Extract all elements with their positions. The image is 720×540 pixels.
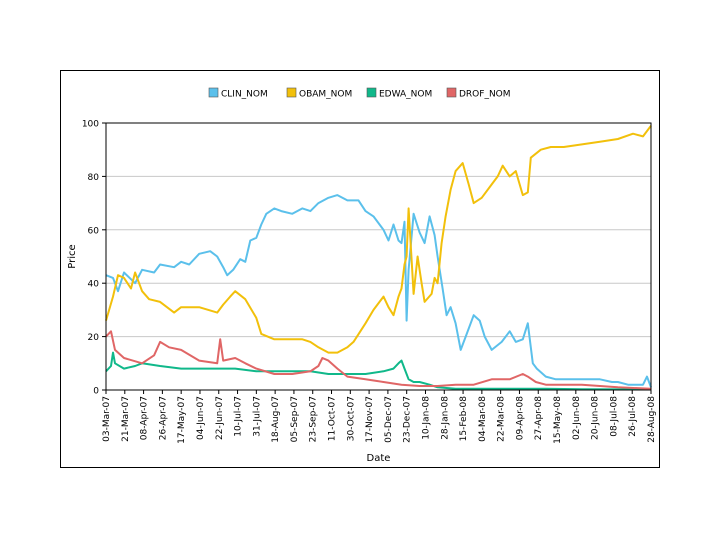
- x-tick-label: 08-Jul-08: [609, 396, 619, 437]
- x-tick-label: 20-Jun-08: [591, 396, 601, 440]
- x-tick-label: 21-Mar-07: [121, 396, 131, 442]
- series-line-edwa_nom: [105, 351, 652, 391]
- legend-swatch: [208, 87, 219, 98]
- x-tick-label: 08-Apr-07: [140, 396, 150, 440]
- series-line-obam_nom: [105, 125, 652, 354]
- y-tick-label: 0: [93, 387, 99, 397]
- plot-area-border: [105, 122, 652, 391]
- x-tick-label: 18-Aug-07: [271, 396, 281, 443]
- x-tick-label: 23-Dec-07: [403, 396, 413, 443]
- x-tick-label: 23-Sep-07: [309, 396, 319, 442]
- series-line-drof_nom: [105, 330, 652, 390]
- y-axis-label: Price: [67, 244, 78, 268]
- x-tick-label: 11-Oct-07: [328, 396, 338, 441]
- legend: CLIN_NOM OBAM_NOM EDWA_NOM DROF_NOM: [208, 87, 511, 100]
- legend-swatch: [446, 87, 457, 98]
- legend-label: DROF_NOM: [459, 90, 511, 100]
- y-tick-label: 40: [88, 280, 100, 290]
- x-tick-label: 09-Apr-08: [515, 396, 525, 440]
- y-tick-label: 80: [88, 173, 100, 183]
- x-tick-label: 03-Mar-07: [102, 396, 112, 442]
- x-tick-label: 28-Jan-08: [440, 396, 450, 440]
- y-tick-label: 100: [82, 120, 99, 130]
- x-tick-label: 04-Mar-08: [478, 396, 488, 442]
- x-tick-label: 04-Jun-07: [196, 396, 206, 440]
- x-tick-label: 10-Jan-08: [421, 396, 431, 440]
- x-tick-label: 27-Apr-08: [534, 396, 544, 440]
- legend-label: OBAM_NOM: [299, 90, 352, 100]
- x-tick-label: 26-Apr-07: [158, 396, 168, 440]
- y-axis: 0 20 40 60 80 100: [82, 120, 106, 397]
- legend-swatch: [286, 87, 297, 98]
- series-layer: [105, 125, 652, 391]
- y-tick-label: 20: [88, 333, 100, 343]
- y-tick-label: 60: [88, 226, 100, 236]
- grid-lines: [106, 175, 651, 338]
- x-tick-label: 22-Mar-08: [497, 396, 507, 442]
- x-tick-label: 28-Aug-08: [647, 396, 657, 443]
- x-tick-label: 15-May-08: [553, 396, 563, 444]
- legend-label: CLIN_NOM: [221, 90, 268, 100]
- x-tick-label: 05-Sep-07: [290, 396, 300, 442]
- x-tick-label: 15-Feb-08: [459, 396, 469, 442]
- x-axis: 03-Mar-07 21-Mar-07 08-Apr-07 26-Apr-07 17-M…: [102, 390, 657, 444]
- x-tick-label: 30-Oct-07: [346, 396, 356, 441]
- x-tick-label: 02-Jun-08: [572, 396, 582, 440]
- x-tick-label: 26-Jul-08: [628, 396, 638, 437]
- x-tick-label: 17-Nov-07: [365, 396, 375, 443]
- legend-label: EDWA_NOM: [379, 90, 432, 100]
- x-axis-label: Date: [367, 453, 391, 464]
- chart-frame: CLIN_NOM OBAM_NOM EDWA_NOM DROF_NOM 0 20 40 60…: [60, 70, 660, 468]
- legend-swatch: [366, 87, 377, 98]
- x-tick-label: 31-Jul-07: [252, 396, 262, 437]
- line-chart: CLIN_NOM OBAM_NOM EDWA_NOM DROF_NOM 0 20 40 60…: [67, 87, 657, 464]
- x-tick-label: 22-Jun-07: [215, 396, 225, 440]
- series-line-clin_nom: [105, 194, 652, 388]
- x-tick-label: 05-Dec-07: [384, 396, 394, 443]
- x-tick-label: 10-Jul-07: [234, 396, 244, 437]
- x-tick-label: 17-May-07: [177, 396, 187, 444]
